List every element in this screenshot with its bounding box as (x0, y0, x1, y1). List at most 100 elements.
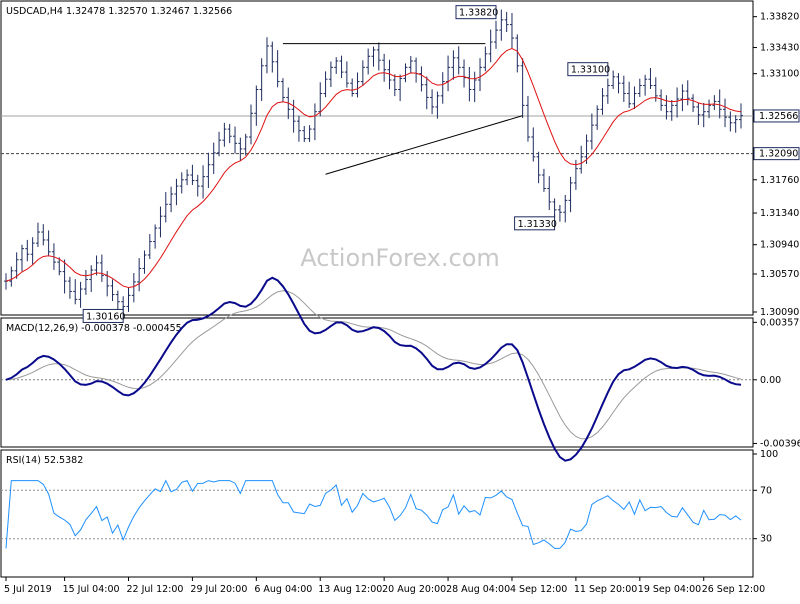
ohlc-bar (174, 178, 179, 206)
ohlc-bar (712, 95, 717, 111)
ohlc-bar (201, 165, 206, 199)
ohlc-bar (9, 266, 14, 287)
price-tick-label: 1.30090 (760, 307, 799, 318)
price-tick-label: 1.33820 (760, 12, 799, 23)
ohlc-bar (531, 127, 536, 162)
time-tick-label: 19 Sep 04:00 (638, 584, 701, 595)
ohlc-bar (499, 9, 504, 41)
ohlc-bar (701, 102, 706, 128)
price-tick-label: 1.33100 (760, 69, 799, 80)
ohlc-bar (217, 131, 222, 157)
ohlc-bar (685, 80, 690, 106)
ohlc-bar (275, 50, 280, 88)
ohlc-bar (211, 142, 216, 174)
ohlc-bar (509, 13, 514, 49)
ohlc-bar (504, 11, 509, 32)
rsi-pane-title: RSI(14) 52.5382 (6, 455, 83, 466)
annotation-label: 1.30160 (86, 311, 125, 322)
price-annotations: 1.30160 1.33820 1.33100 1.31330 (82, 5, 610, 323)
ohlc-bar (270, 41, 275, 73)
ohlc-bar (233, 126, 238, 154)
ohlc-bar (536, 151, 541, 184)
annotation-box (567, 62, 609, 77)
price-tick-label: 1.33430 (760, 43, 799, 54)
ohlc-bar (110, 279, 115, 302)
time-tick-label: 5 Jul 2019 (4, 584, 52, 595)
ohlc-bar (648, 67, 653, 89)
ohlc-bar (723, 98, 728, 128)
ohlc-bar (472, 71, 477, 103)
ohlc-bar (430, 89, 435, 115)
annotation-box (514, 216, 556, 231)
time-tick-label: 13 Aug 12:00 (318, 584, 382, 595)
ohlc-bar (254, 85, 259, 126)
ohlc-bar (89, 265, 94, 293)
price-tick-label: 1.31760 (760, 175, 799, 186)
ohlc-bar (259, 58, 264, 101)
ohlc-bar (589, 113, 594, 150)
ohlc-bar (323, 71, 328, 98)
ohlc-bar (419, 66, 424, 92)
ohlc-bar (659, 89, 664, 111)
price-pane-title: USDCAD,H4 1.32478 1.32570 1.32467 1.3256… (6, 6, 232, 17)
ohlc-bar (350, 78, 355, 97)
annotation-box (455, 5, 497, 20)
ohlc-bar (440, 72, 445, 104)
ohlc-bar (478, 58, 483, 92)
ohlc-bar (552, 198, 557, 217)
ohlc-bar (190, 164, 195, 185)
ohlc-bar (318, 82, 323, 117)
annotation-label: 1.33100 (571, 65, 610, 76)
ohlc-bar (78, 281, 83, 308)
ohlc-bar (291, 99, 296, 133)
rsi-tick-label: 70 (760, 485, 772, 496)
rsi-lines (1, 479, 753, 549)
ohlc-bar (579, 145, 584, 174)
moving-average-line (5, 47, 742, 289)
ohlc-bar (366, 48, 371, 75)
ohlc-bar (57, 257, 62, 276)
ohlc-bar (541, 168, 546, 192)
time-tick-label: 4 Sep 12:00 (510, 584, 567, 595)
time-tick-label: 28 Aug 04:00 (446, 584, 510, 595)
ohlc-bar (568, 176, 573, 213)
ohlc-bar (142, 250, 147, 274)
ohlc-bar (382, 53, 387, 82)
annotation-box (82, 308, 124, 323)
ohlc-bar (525, 95, 530, 142)
time-tick-label: 29 Jul 20:00 (190, 584, 247, 595)
current-price-label: 1.32566 (759, 111, 798, 122)
ohlc-bar (163, 192, 168, 223)
ohlc-bar (19, 244, 24, 272)
ohlc-bar (632, 86, 637, 110)
ohlc-bar (185, 169, 190, 186)
ohlc-bar (41, 224, 46, 246)
ohlc-bar (376, 42, 381, 71)
annotation-label: 1.31330 (518, 219, 557, 230)
macd-tick-label: 0.003579 (760, 317, 800, 328)
macd-main-line (5, 276, 742, 462)
ohlc-bar (99, 254, 104, 282)
ohlc-bar (131, 273, 136, 303)
ohlc-bar (435, 91, 440, 119)
ohlc-bar (62, 259, 67, 294)
macd-pane (0, 317, 754, 448)
ohlc-bar (302, 125, 307, 143)
rsi-line (5, 479, 742, 549)
macd-lines (1, 276, 753, 462)
ohlc-bar (408, 56, 413, 74)
ohlc-bar (616, 73, 621, 94)
rsi-axis: 100 70 30 (753, 449, 778, 545)
ohlc-bar (280, 78, 285, 103)
ohlc-bar (494, 20, 498, 49)
ohlc-bar (483, 46, 488, 72)
ohlc-bar (158, 206, 163, 238)
ohlc-bar (392, 74, 397, 97)
ohlc-bar (147, 234, 152, 260)
ohlc-bar (664, 95, 669, 120)
macd-pane-title: MACD(12,26,9) -0.000378 -0.000455 (6, 323, 182, 334)
ohlc-bar (67, 276, 72, 299)
ohlc-bar (35, 222, 40, 248)
ohlc-bar (169, 186, 174, 213)
